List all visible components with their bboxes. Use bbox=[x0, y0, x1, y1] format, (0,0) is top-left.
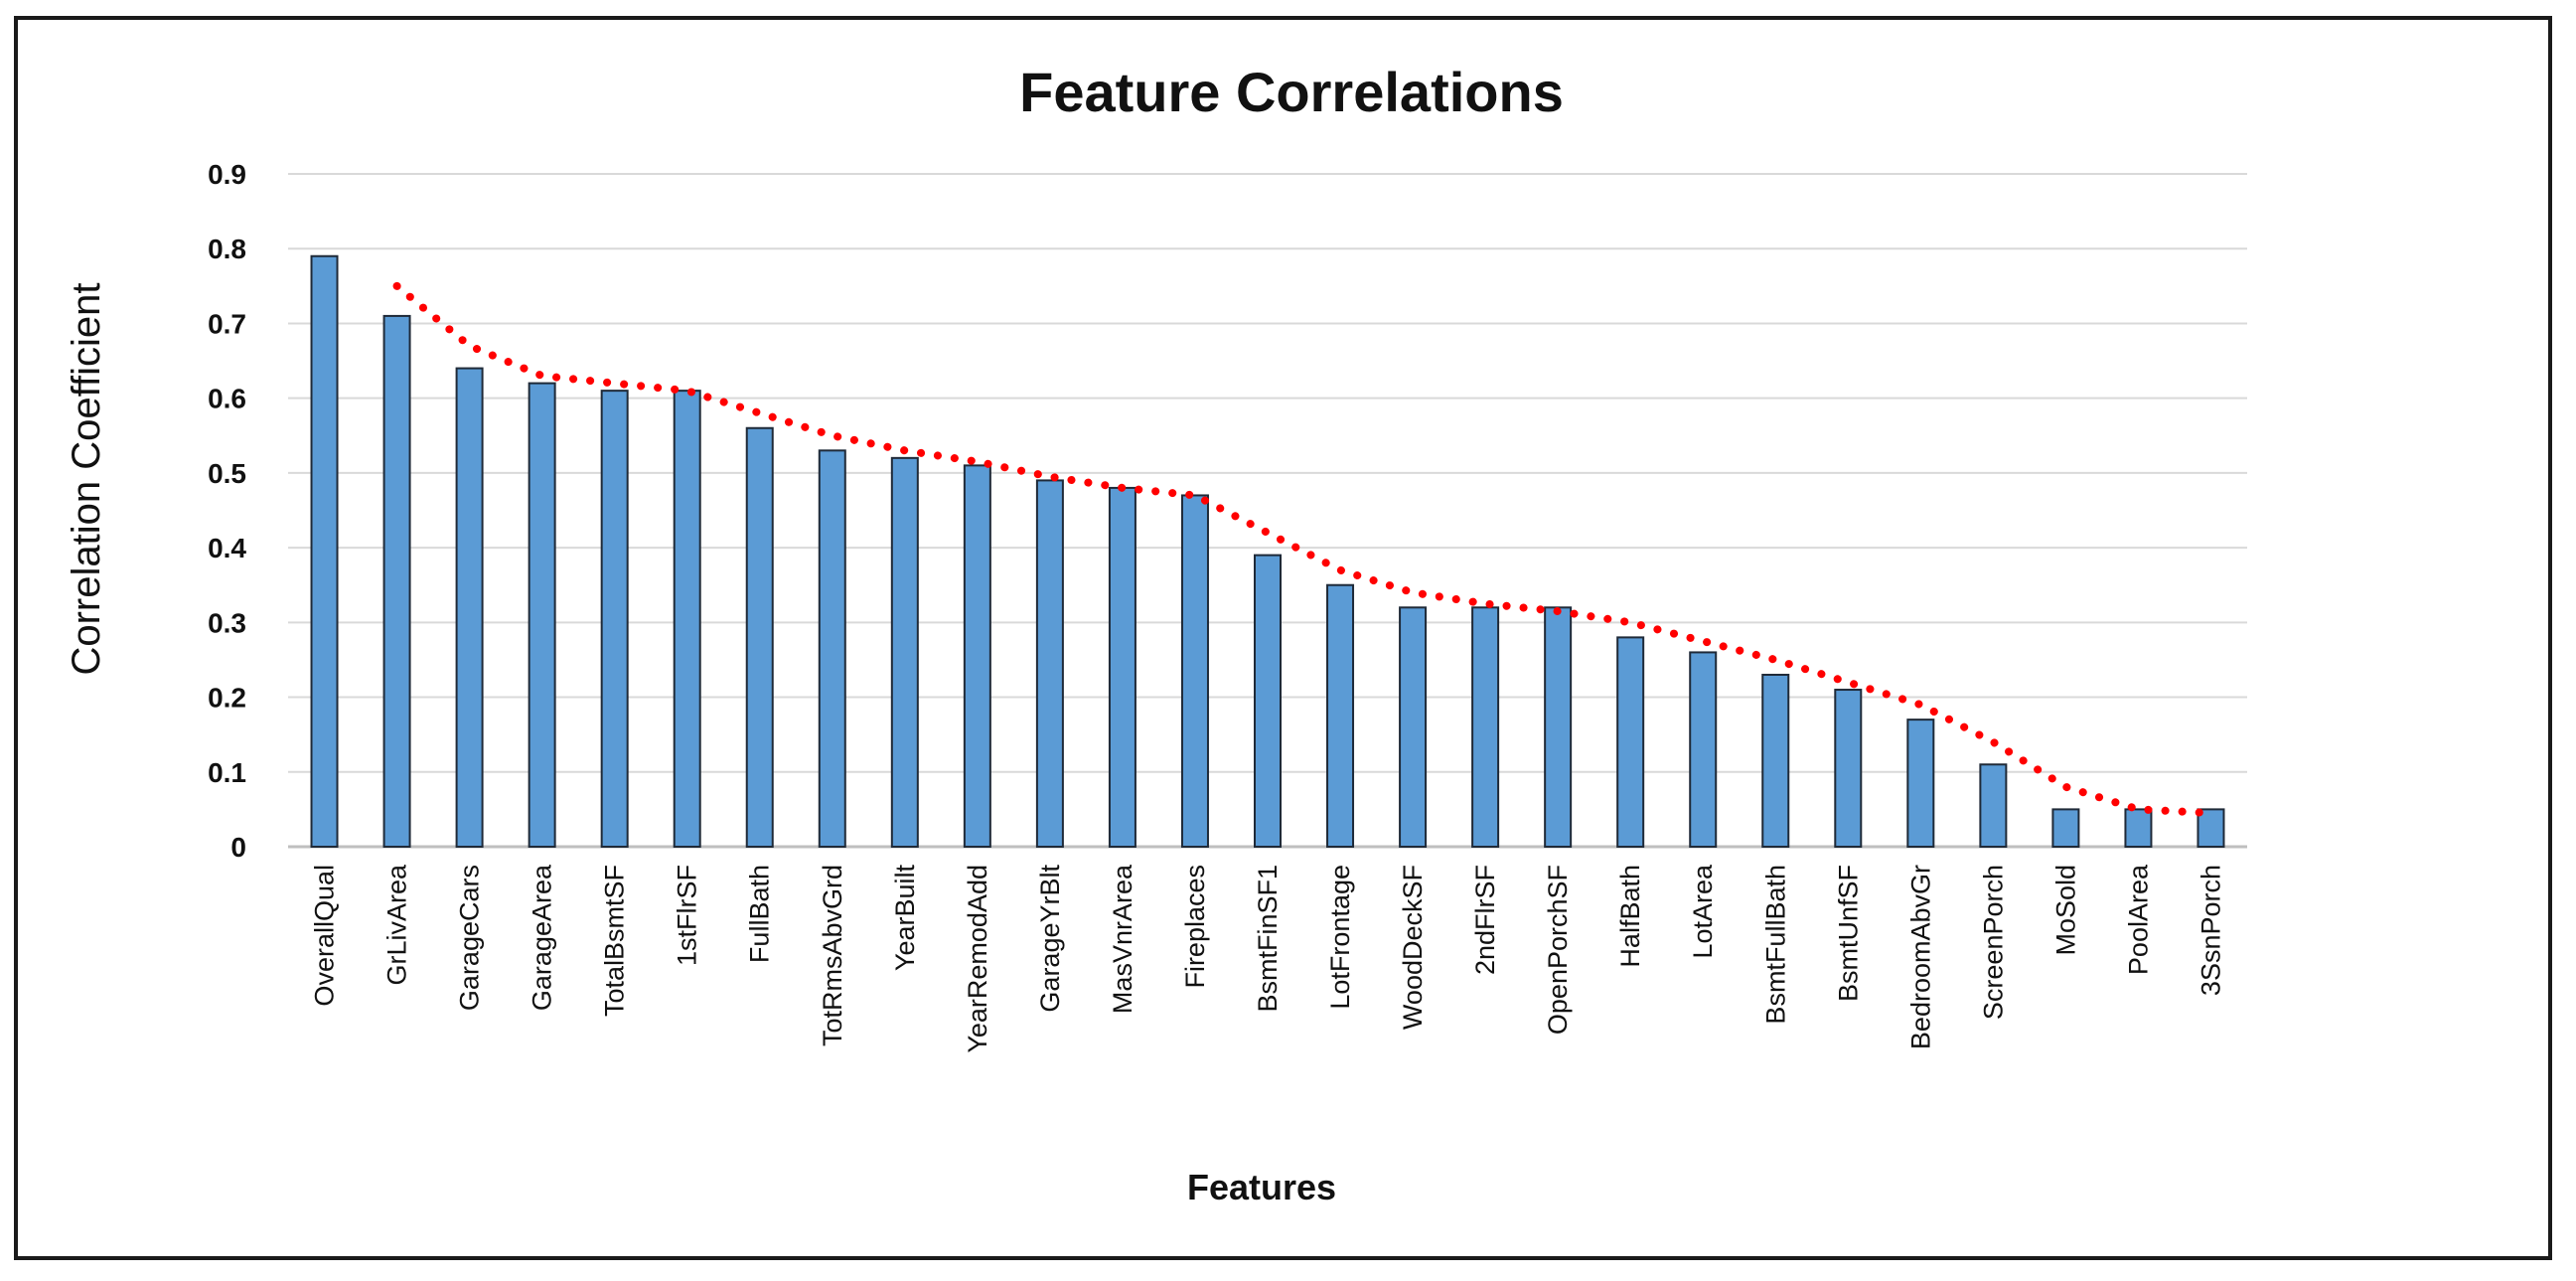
x-tick-label: 1stFlrSF bbox=[673, 865, 702, 966]
bar bbox=[745, 426, 774, 848]
bar bbox=[673, 390, 701, 848]
bar bbox=[2124, 808, 2153, 849]
bar bbox=[1254, 554, 1282, 849]
x-tick-label: YearRemodAdd bbox=[963, 865, 992, 1053]
x-tick-label: LotArea bbox=[1688, 864, 1718, 959]
y-tick-label: 0.7 bbox=[208, 308, 246, 339]
bar bbox=[2051, 808, 2080, 849]
trendline-path bbox=[392, 281, 2215, 818]
bar bbox=[1399, 606, 1428, 848]
x-tick-label: BedroomAbvGr bbox=[1905, 865, 1935, 1049]
bar bbox=[1544, 606, 1573, 848]
x-tick-label: MoSold bbox=[2050, 865, 2080, 956]
x-tick-label: GarageYrBlt bbox=[1035, 865, 1065, 1013]
x-tick-label: ScreenPorch bbox=[1978, 865, 2008, 1020]
y-tick-label: 0.3 bbox=[208, 607, 246, 638]
x-tick-label: GrLivArea bbox=[382, 864, 412, 986]
y-tick-label: 0.2 bbox=[208, 683, 246, 714]
x-tick-label: HalfBath bbox=[1615, 865, 1645, 968]
bar bbox=[1180, 494, 1209, 848]
x-tick-label: FullBath bbox=[745, 865, 775, 963]
x-tick-label: 3SsnPorch bbox=[2196, 865, 2225, 996]
bar bbox=[1471, 606, 1500, 848]
chart-title: Feature Correlations bbox=[1019, 61, 1564, 123]
x-tick-label: LotFrontage bbox=[1325, 865, 1355, 1010]
x-tick-label: WoodDeckSF bbox=[1398, 865, 1428, 1030]
bar bbox=[1616, 636, 1645, 849]
bar bbox=[528, 382, 556, 848]
bar bbox=[382, 314, 411, 848]
y-tick-label: 0.1 bbox=[208, 757, 246, 788]
y-tick-label: 0.6 bbox=[208, 384, 246, 414]
bar bbox=[455, 367, 484, 848]
x-tick-label: OpenPorchSF bbox=[1543, 865, 1573, 1035]
bar bbox=[600, 390, 629, 848]
bar bbox=[1689, 651, 1718, 849]
bar bbox=[890, 456, 919, 848]
y-tick-label: 0.8 bbox=[208, 234, 246, 264]
y-tick-label: 0.9 bbox=[208, 159, 246, 190]
chart-frame bbox=[14, 16, 2552, 1260]
bar bbox=[1979, 763, 2008, 848]
y-tick-labels: 0 0.1 0.2 0.3 0.4 0.5 0.6 0.7 0.8 0.9 bbox=[208, 159, 246, 863]
x-tick-label: OverallQual bbox=[310, 865, 340, 1007]
x-tick-label: PoolArea bbox=[2123, 864, 2153, 975]
x-tick-label: GarageArea bbox=[528, 864, 557, 1011]
bar bbox=[1326, 583, 1355, 848]
y-tick-label: 0.5 bbox=[208, 458, 246, 489]
x-tick-label: GarageCars bbox=[455, 865, 485, 1011]
x-tick-label: 2ndFlrSF bbox=[1470, 865, 1500, 975]
bar bbox=[818, 449, 846, 848]
x-tick-label: Fireplaces bbox=[1180, 865, 1210, 989]
x-tick-labels: OverallQual GrLivArea GarageCars GarageArea… bbox=[310, 864, 2226, 1053]
x-axis-label: Features bbox=[1187, 1167, 1336, 1207]
bar bbox=[2197, 808, 2225, 849]
x-tick-label: BsmtUnfSF bbox=[1833, 865, 1863, 1002]
bars bbox=[310, 254, 2225, 849]
bar bbox=[310, 254, 339, 848]
x-tick-label: BsmtFinSF1 bbox=[1253, 865, 1283, 1013]
x-tick-label: BsmtFullBath bbox=[1760, 865, 1790, 1025]
x-tick-label: TotRmsAbvGrd bbox=[818, 865, 847, 1046]
x-tick-label: MasVnrArea bbox=[1108, 864, 1137, 1014]
y-tick-label: 0 bbox=[230, 832, 246, 863]
trendline bbox=[392, 281, 2215, 818]
bar bbox=[1035, 479, 1064, 848]
bar bbox=[963, 464, 991, 848]
bar bbox=[1906, 719, 1935, 848]
x-tick-label: TotalBsmtSF bbox=[600, 865, 630, 1017]
y-tick-label: 0.4 bbox=[208, 533, 246, 563]
y-axis-label: Correlation Coefficient bbox=[65, 282, 108, 675]
bar bbox=[1108, 486, 1136, 848]
bar bbox=[1761, 673, 1790, 848]
x-tick-label: YearBuilt bbox=[890, 865, 920, 972]
bar bbox=[1834, 689, 1863, 848]
